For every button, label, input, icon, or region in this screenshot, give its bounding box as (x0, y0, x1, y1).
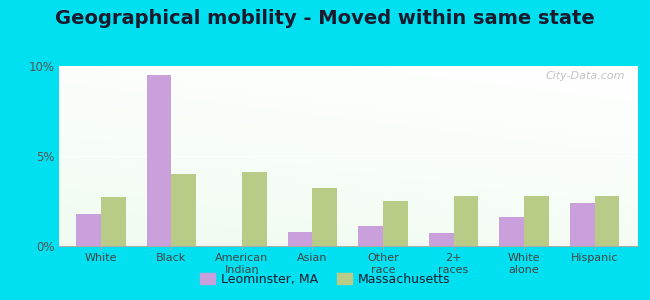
Bar (288, 232, 313, 246)
Text: Geographical mobility - Moved within same state: Geographical mobility - Moved within sam… (55, 9, 595, 28)
Bar (358, 226, 383, 246)
Bar (313, 188, 337, 246)
Bar (383, 201, 408, 246)
Legend: Leominster, MA, Massachusetts: Leominster, MA, Massachusetts (194, 268, 456, 291)
Bar (595, 196, 619, 246)
Bar (242, 172, 266, 246)
Bar (570, 203, 595, 246)
Bar (101, 197, 125, 246)
Bar (454, 196, 478, 246)
Text: City-Data.com: City-Data.com (546, 71, 625, 81)
Bar (499, 217, 524, 246)
Bar (429, 233, 454, 246)
Bar (524, 196, 549, 246)
Bar (172, 174, 196, 246)
Bar (147, 75, 172, 246)
Bar (76, 214, 101, 246)
